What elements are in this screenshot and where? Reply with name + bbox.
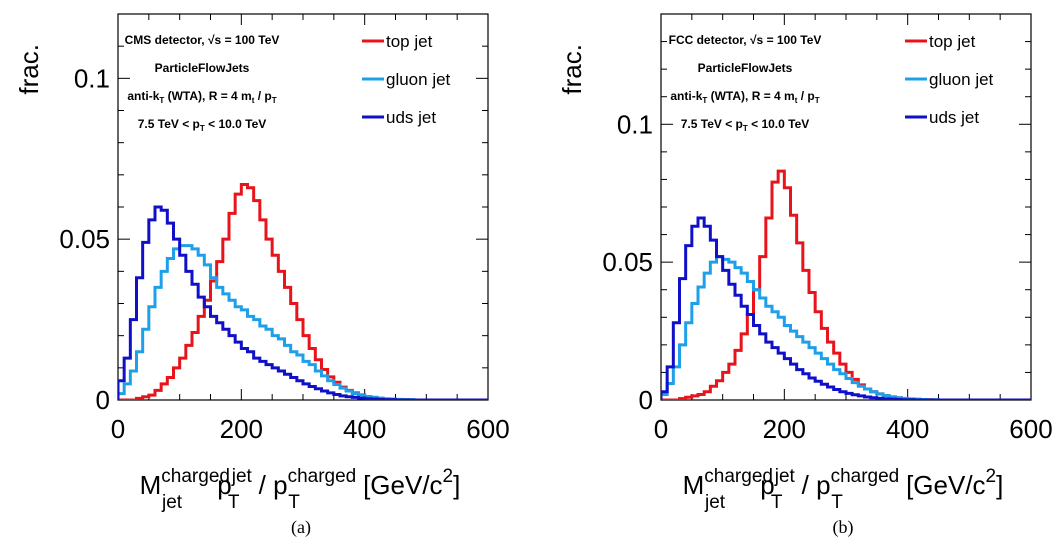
panel-b: 0 200 400 600 0 0.05 0.1 frac. top jet gluon jet u… bbox=[557, 13, 1053, 538]
y-tick-label: 0.05 bbox=[59, 224, 110, 254]
x-tick-label: 200 bbox=[763, 414, 806, 444]
y-tick-label: 0 bbox=[96, 385, 110, 415]
info-line-2: ParticleFlowJets bbox=[155, 61, 250, 75]
info-line-4: 7.5 TeV < pT < 10.0 TeV bbox=[681, 117, 810, 133]
panel-a: 0 200 400 600 0 0.05 0.1 frac. top jet gluon jet u… bbox=[14, 13, 510, 538]
legend-entry-gluon: gluon jet bbox=[929, 70, 994, 89]
series-top-line bbox=[661, 169, 1031, 400]
x-tick-label: 0 bbox=[654, 414, 668, 444]
y-axis-label: frac. bbox=[557, 44, 587, 95]
series-uds-line bbox=[118, 205, 488, 400]
legend-entry-uds: uds jet bbox=[929, 108, 979, 127]
info-line-2: ParticleFlowJets bbox=[698, 61, 793, 75]
subfigure-label: (a) bbox=[291, 517, 311, 538]
x-axis-label: Mcharged jet pjet T / pcharged T [GeV/c2] bbox=[140, 466, 461, 513]
series-gluon-line bbox=[661, 255, 1031, 400]
x-tick-label: 600 bbox=[466, 414, 509, 444]
x-tick-label: 600 bbox=[1009, 414, 1052, 444]
info-line-1: CMS detector, √s = 100 TeV bbox=[125, 33, 280, 47]
legend-entry-top: top jet bbox=[386, 32, 433, 51]
y-tick-label: 0.1 bbox=[74, 63, 110, 93]
legend-entry-uds: uds jet bbox=[386, 108, 436, 127]
info-line-4: 7.5 TeV < pT < 10.0 TeV bbox=[138, 117, 267, 133]
legend-entry-top: top jet bbox=[929, 32, 976, 51]
x-tick-label: 0 bbox=[111, 414, 125, 444]
series-top-line bbox=[118, 182, 488, 400]
x-tick-label: 400 bbox=[343, 414, 386, 444]
y-tick-label: 0 bbox=[639, 385, 653, 415]
y-tick-label: 0.05 bbox=[602, 247, 653, 277]
legend-entry-gluon: gluon jet bbox=[386, 70, 451, 89]
y-tick-label: 0.1 bbox=[617, 109, 653, 139]
x-axis-label: Mcharged jet pjet T / pcharged T [GeV/c2] bbox=[683, 466, 1004, 513]
y-axis-label: frac. bbox=[14, 44, 44, 95]
info-line-3: anti-kT (WTA), R = 4 mt / pT bbox=[670, 89, 819, 105]
info-line-3: anti-kT (WTA), R = 4 mt / pT bbox=[127, 89, 276, 105]
x-tick-label: 400 bbox=[886, 414, 929, 444]
x-tick-label: 200 bbox=[220, 414, 263, 444]
subfigure-label: (b) bbox=[833, 517, 854, 538]
series-uds-line bbox=[661, 216, 1031, 400]
info-line-1: FCC detector, √s = 100 TeV bbox=[669, 33, 822, 47]
